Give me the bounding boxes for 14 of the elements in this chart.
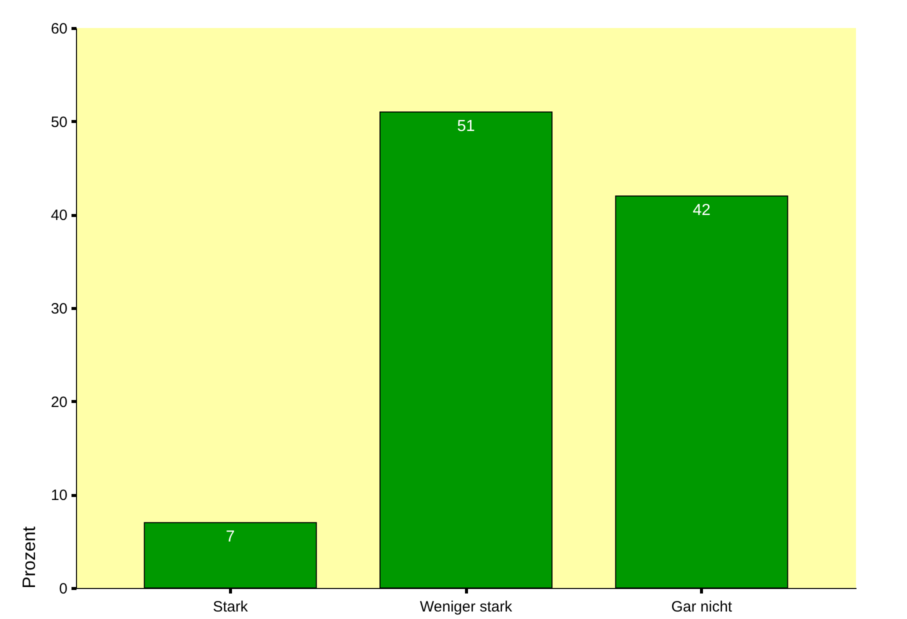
y-tick-label: 60 bbox=[50, 20, 68, 38]
data-label: 51 bbox=[457, 118, 475, 135]
y-tick-label: 30 bbox=[50, 300, 68, 318]
y-tick-label: 10 bbox=[50, 487, 68, 504]
x-tick-label: Gar nicht bbox=[671, 598, 733, 616]
y-tick-label: 0 bbox=[59, 580, 68, 598]
y-tick-label: 50 bbox=[50, 114, 68, 131]
y-tick-label: 20 bbox=[50, 394, 68, 411]
x-tick-label: Stark bbox=[212, 598, 248, 616]
x-tick-label: Weniger stark bbox=[420, 598, 513, 616]
data-label: 42 bbox=[692, 202, 711, 219]
y-tick-label: 40 bbox=[50, 207, 68, 224]
data-label: 7 bbox=[226, 528, 235, 546]
y-axis-title: Prozent bbox=[18, 526, 39, 588]
